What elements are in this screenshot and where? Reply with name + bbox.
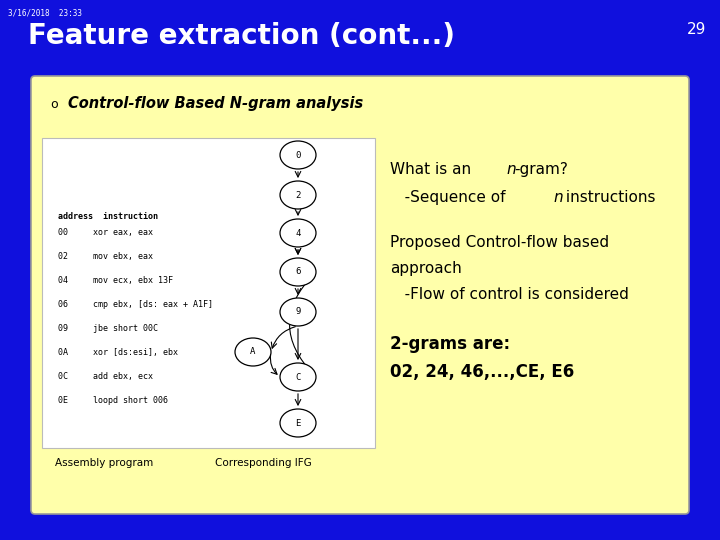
- Ellipse shape: [235, 338, 271, 366]
- Text: 0C     add ebx, ecx: 0C add ebx, ecx: [58, 372, 153, 381]
- Text: Corresponding IFG: Corresponding IFG: [215, 458, 312, 468]
- Text: 02     mov ebx, eax: 02 mov ebx, eax: [58, 252, 153, 261]
- Text: 04     mov ecx, ebx 13F: 04 mov ecx, ebx 13F: [58, 276, 173, 285]
- Text: instructions: instructions: [561, 190, 655, 205]
- Text: 09     jbe short 00C: 09 jbe short 00C: [58, 324, 158, 333]
- Text: 0E     loopd short 006: 0E loopd short 006: [58, 396, 168, 405]
- Ellipse shape: [280, 258, 316, 286]
- Text: -Flow of control is considered: -Flow of control is considered: [390, 287, 629, 302]
- Text: What is an: What is an: [390, 162, 476, 177]
- Ellipse shape: [280, 409, 316, 437]
- Text: A: A: [251, 348, 256, 356]
- Text: Feature extraction (cont...): Feature extraction (cont...): [28, 22, 455, 50]
- Text: 02, 24, 46,...,CE, E6: 02, 24, 46,...,CE, E6: [390, 363, 575, 381]
- Text: 4: 4: [295, 228, 301, 238]
- Text: address  instruction: address instruction: [58, 212, 158, 221]
- Text: 0: 0: [295, 151, 301, 159]
- Text: E: E: [295, 418, 301, 428]
- Text: n: n: [553, 190, 562, 205]
- Text: 2-grams are:: 2-grams are:: [390, 335, 510, 353]
- Text: Assembly program: Assembly program: [55, 458, 153, 468]
- Text: 6: 6: [295, 267, 301, 276]
- Text: Proposed Control-flow based: Proposed Control-flow based: [390, 235, 609, 250]
- FancyBboxPatch shape: [31, 76, 689, 514]
- Text: 06     cmp ebx, [ds: eax + A1F]: 06 cmp ebx, [ds: eax + A1F]: [58, 300, 213, 309]
- Text: 29: 29: [687, 22, 706, 37]
- Text: 00     xor eax, eax: 00 xor eax, eax: [58, 228, 153, 237]
- Text: n: n: [506, 162, 516, 177]
- Text: Control-flow Based N-gram analysis: Control-flow Based N-gram analysis: [68, 96, 364, 111]
- Text: approach: approach: [390, 261, 462, 276]
- Text: 3/16/2018  23:33: 3/16/2018 23:33: [8, 8, 82, 17]
- FancyBboxPatch shape: [42, 138, 375, 448]
- Ellipse shape: [280, 141, 316, 169]
- Text: o: o: [50, 98, 58, 111]
- Ellipse shape: [280, 181, 316, 209]
- Ellipse shape: [280, 298, 316, 326]
- Text: 2: 2: [295, 191, 301, 199]
- Text: -gram?: -gram?: [514, 162, 568, 177]
- Text: -Sequence of: -Sequence of: [390, 190, 510, 205]
- Text: 0A     xor [ds:esi], ebx: 0A xor [ds:esi], ebx: [58, 348, 178, 357]
- Text: 9: 9: [295, 307, 301, 316]
- Ellipse shape: [280, 219, 316, 247]
- Text: C: C: [295, 373, 301, 381]
- Ellipse shape: [280, 363, 316, 391]
